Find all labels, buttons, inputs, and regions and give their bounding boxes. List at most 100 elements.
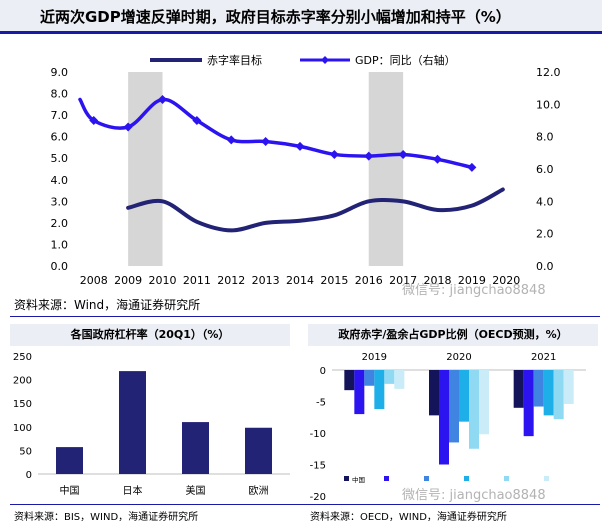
main-chart: 0.0 1.0 2.0 3.0 4.0 5.0 6.0 7.0 8.0 9.0 0.0 2.0 4.0 6… <box>51 53 561 287</box>
leverage-chart: 0 50 100 150 200 250 中国 日本 美国 欧洲 <box>13 352 290 497</box>
report-title: 近两次GDP增速反弹时期，政府目标赤字率分别小幅增加和持平（%） <box>0 0 602 34</box>
x-tick-label: 2016 <box>355 274 383 287</box>
series-point <box>433 154 442 164</box>
legend-label-1: GDP：同比（右轴） <box>355 53 456 67</box>
lev-y-tick: 50 <box>19 446 32 457</box>
oecd-y-tick: 0 <box>320 366 326 377</box>
lev-y-tick: 100 <box>13 423 32 434</box>
oecd-chart: 0 -5 -10 -15 -20 2019 2020 2021 中国 <box>310 352 586 503</box>
x-tick-label: 2009 <box>114 274 142 287</box>
lev-x-label: 日本 <box>123 484 143 497</box>
oecd-y-tick: -5 <box>316 398 326 409</box>
series-point <box>192 116 202 125</box>
series-point <box>158 94 167 104</box>
oecd-bar <box>354 370 365 415</box>
left-tick-label: 6.0 <box>51 131 69 144</box>
bottom-divider <box>10 504 600 505</box>
left-tick-label: 2.0 <box>51 217 69 230</box>
x-tick-label: 2014 <box>286 274 314 287</box>
oecd-legend-swatch <box>504 476 509 481</box>
series-point <box>329 149 339 159</box>
shaded-period-1 <box>368 72 404 266</box>
right-tick-label: 4.0 <box>536 195 554 208</box>
left-tick-label: 8.0 <box>51 88 69 101</box>
series-point <box>261 137 271 147</box>
leverage-title: 各国政府杠杆率（20Q1）（%） <box>10 324 290 346</box>
series-point <box>89 116 99 125</box>
lev-y-tick: 0 <box>26 470 32 481</box>
lev-x-label: 中国 <box>60 484 80 497</box>
watermark-top: 微信号: jiangchao8848 <box>402 283 546 298</box>
shaded-period-0 <box>128 72 163 266</box>
left-tick-label: 5.0 <box>51 152 69 165</box>
oecd-y-tick: -15 <box>310 461 326 472</box>
series-point <box>295 141 305 151</box>
x-tick-label: 2013 <box>252 274 280 287</box>
oecd-bar <box>563 370 574 405</box>
oecd-legend-swatch <box>464 476 469 481</box>
series-line-0 <box>126 187 505 233</box>
legend-marker-1 <box>321 56 329 64</box>
lev-bar <box>245 427 272 474</box>
x-tick-label: 2012 <box>217 274 245 287</box>
series-point <box>123 122 133 132</box>
lev-bar <box>119 371 146 474</box>
watermark-bottom: 微信号: jiangchao8848 <box>402 488 546 503</box>
oecd-legend-swatch <box>384 476 389 481</box>
right-tick-label: 8.0 <box>536 131 554 144</box>
oecd-legend-swatch <box>344 476 349 481</box>
lev-bar <box>56 447 83 474</box>
oecd-bar <box>439 370 449 465</box>
x-tick-label: 2010 <box>149 274 177 287</box>
oecd-bar <box>429 370 439 416</box>
oecd-category-label: 2020 <box>446 352 471 363</box>
oecd-source: 资料来源：OECD，WIND，海通证券研究所 <box>310 512 507 523</box>
oecd-category-label: 2021 <box>531 352 556 363</box>
x-tick-label: 2019 <box>458 274 486 287</box>
oecd-bar <box>364 370 375 386</box>
series-point <box>364 151 374 161</box>
x-tick-label: 2011 <box>183 274 211 287</box>
lev-bar <box>182 422 209 474</box>
oecd-bar <box>533 370 544 407</box>
leverage-source: 资料来源：BIS，WIND，海通证券研究所 <box>14 512 199 523</box>
left-tick-label: 3.0 <box>51 195 69 208</box>
oecd-bar <box>479 370 489 435</box>
lev-y-tick: 200 <box>13 376 32 387</box>
oecd-bar <box>543 370 554 416</box>
oecd-bar <box>449 370 459 443</box>
series-point <box>398 149 408 159</box>
oecd-legend-label: 中国 <box>352 475 365 484</box>
oecd-y-tick: -20 <box>310 492 326 503</box>
oecd-bar <box>523 370 534 437</box>
lev-x-label: 美国 <box>186 484 206 497</box>
right-tick-label: 12.0 <box>536 66 561 79</box>
oecd-bar <box>384 370 395 384</box>
x-tick-label: 2020 <box>492 274 520 287</box>
series-point <box>226 135 236 145</box>
oecd-bar <box>469 370 479 449</box>
oecd-bar <box>553 370 564 420</box>
lev-y-tick: 150 <box>13 399 32 410</box>
oecd-bar <box>344 370 355 391</box>
right-tick-label: 0.0 <box>536 260 554 273</box>
series-point <box>467 162 477 172</box>
x-tick-label: 2017 <box>389 274 417 287</box>
left-tick-label: 4.0 <box>51 174 69 187</box>
left-tick-label: 0.0 <box>51 260 69 273</box>
lev-x-label: 欧洲 <box>249 485 269 497</box>
oecd-title: 政府赤字/盈余占GDP比例（OECD预测，%） <box>308 324 598 346</box>
source-divider <box>10 316 600 317</box>
oecd-y-tick: -10 <box>310 429 326 440</box>
left-tick-label: 1.0 <box>51 238 69 251</box>
lev-y-tick: 250 <box>13 352 32 363</box>
oecd-bar <box>394 370 405 389</box>
oecd-legend-swatch <box>544 476 549 481</box>
right-tick-label: 6.0 <box>536 163 554 176</box>
x-tick-label: 2008 <box>80 274 108 287</box>
oecd-category-label: 2019 <box>362 352 387 363</box>
legend-label-0: 赤字率目标 <box>207 53 262 67</box>
left-tick-label: 7.0 <box>51 109 69 122</box>
x-tick-label: 2018 <box>424 274 452 287</box>
right-tick-label: 10.0 <box>536 98 561 111</box>
